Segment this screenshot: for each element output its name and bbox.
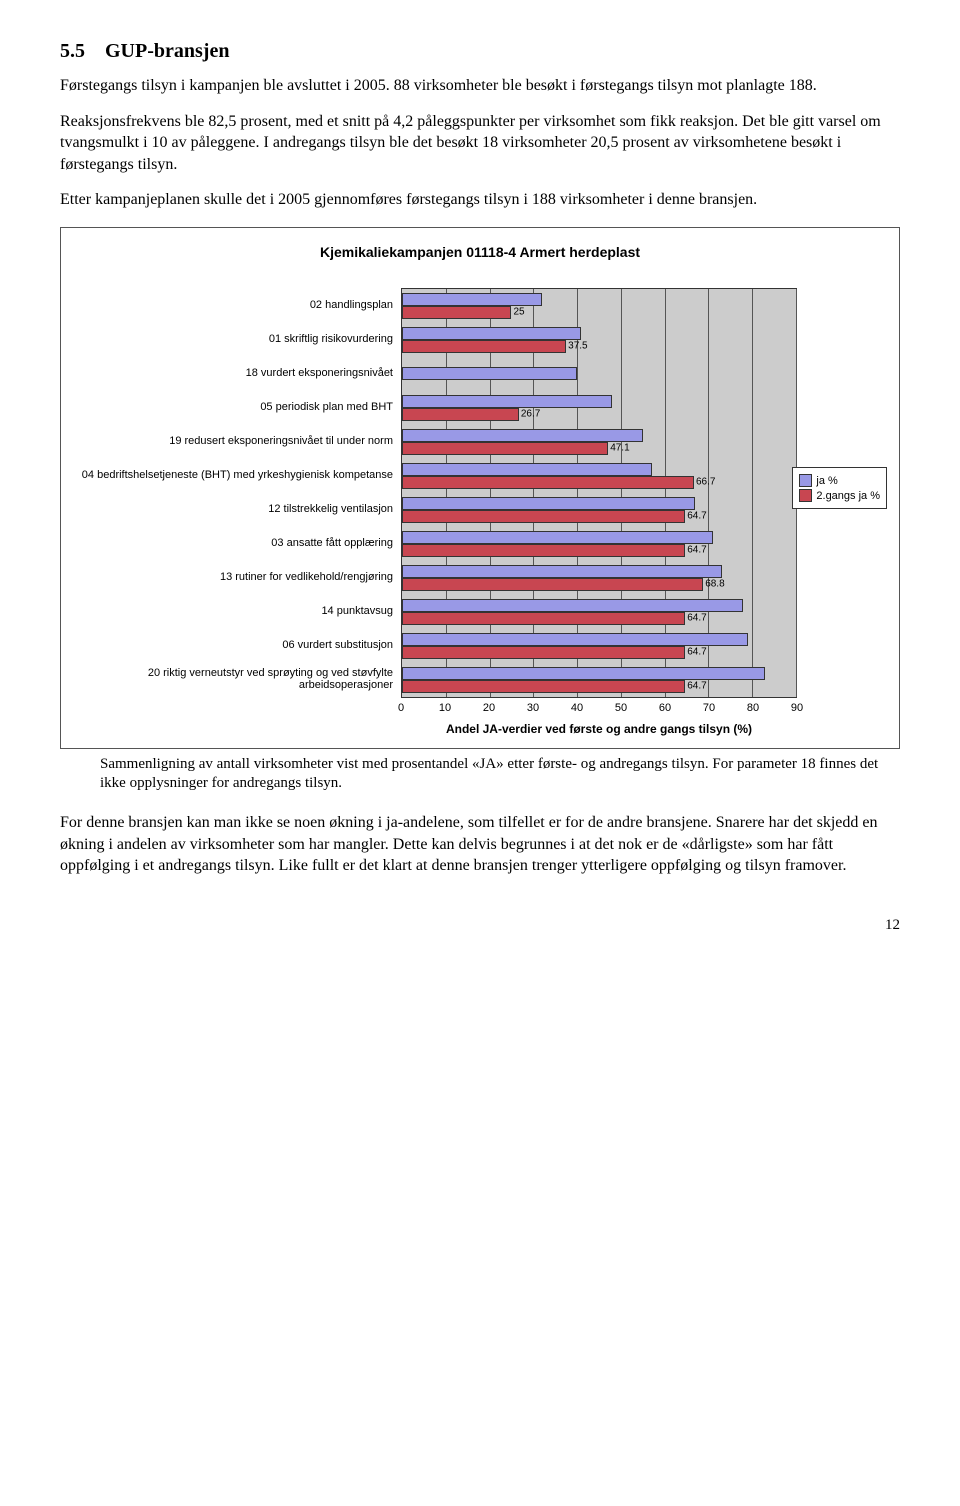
bar-value-label: 64.7 <box>684 545 706 556</box>
bar: 37.5 <box>402 340 566 353</box>
bar <box>402 395 612 408</box>
section-heading: 5.5 GUP-bransjen <box>60 40 900 63</box>
chart-frame: Kjemikaliekampanjen 01118-4 Armert herde… <box>60 227 900 749</box>
bar <box>402 599 743 612</box>
bar: 26.7 <box>402 408 519 421</box>
category-label: 05 periodisk plan med BHT <box>73 390 393 424</box>
bar-value-label: 37.5 <box>565 341 587 352</box>
bar-value-label: 25 <box>510 307 524 318</box>
bar <box>402 463 652 476</box>
bar-row <box>402 360 796 388</box>
section-title: GUP-bransjen <box>105 40 229 62</box>
bar-row: 37.5 <box>402 326 796 354</box>
bar-value-label: 64.7 <box>684 613 706 624</box>
legend-label-ja: ja % <box>816 475 837 487</box>
bar: 64.7 <box>402 646 685 659</box>
category-label: 02 handlingsplan <box>73 288 393 322</box>
category-label: 19 redusert eksponeringsnivået til under… <box>73 424 393 458</box>
bar-value-label: 64.7 <box>684 511 706 522</box>
plot-wrap: 2537.526.747.166.764.764.768.864.764.764… <box>401 288 887 736</box>
x-tick: 40 <box>571 702 583 714</box>
bar-row: 68.8 <box>402 564 796 592</box>
x-tick: 20 <box>483 702 495 714</box>
bar <box>402 667 765 680</box>
bar <box>402 565 722 578</box>
bar-row: 64.7 <box>402 530 796 558</box>
bar: 66.7 <box>402 476 694 489</box>
bar <box>402 367 577 380</box>
bar-value-label: 64.7 <box>684 681 706 692</box>
bar-value-label: 26.7 <box>518 409 540 420</box>
paragraph-4: For denne bransjen kan man ikke se noen … <box>60 812 900 877</box>
bar <box>402 497 695 510</box>
x-tick: 70 <box>703 702 715 714</box>
bar <box>402 531 713 544</box>
bar <box>402 327 581 340</box>
x-tick: 10 <box>439 702 451 714</box>
bar <box>402 633 748 646</box>
bar-row: 64.7 <box>402 496 796 524</box>
bar: 47.1 <box>402 442 608 455</box>
bar: 64.7 <box>402 612 685 625</box>
x-tick: 50 <box>615 702 627 714</box>
bar <box>402 429 643 442</box>
bar-value-label: 47.1 <box>607 443 629 454</box>
bar-value-label: 68.8 <box>702 579 724 590</box>
category-label: 01 skriftlig risikovurdering <box>73 322 393 356</box>
category-label: 14 punktavsug <box>73 594 393 628</box>
x-tick: 0 <box>398 702 404 714</box>
bar: 68.8 <box>402 578 703 591</box>
bar-row: 25 <box>402 292 796 320</box>
category-label: 04 bedriftshelsetjeneste (BHT) med yrkes… <box>73 458 393 492</box>
x-tick: 90 <box>791 702 803 714</box>
chart-body: 02 handlingsplan01 skriftlig risikovurde… <box>73 288 887 736</box>
bar: 64.7 <box>402 680 685 693</box>
chart-title: Kjemikaliekampanjen 01118-4 Armert herde… <box>73 244 887 260</box>
bar-row: 64.7 <box>402 666 796 694</box>
bar: 64.7 <box>402 510 685 523</box>
section-number: 5.5 <box>60 40 85 62</box>
bar-row: 66.7 <box>402 462 796 490</box>
bar: 64.7 <box>402 544 685 557</box>
category-label: 13 rutiner for vedlikehold/rengjøring <box>73 560 393 594</box>
bar-value-label: 66.7 <box>693 477 715 488</box>
chart-caption: Sammenligning av antall virksomheter vis… <box>100 755 900 794</box>
bar-row: 47.1 <box>402 428 796 456</box>
plot-area: 2537.526.747.166.764.764.768.864.764.764… <box>401 288 797 698</box>
bar-row: 64.7 <box>402 632 796 660</box>
category-label: 03 ansatte fått opplæring <box>73 526 393 560</box>
category-label: 20 riktig verneutstyr ved sprøyting og v… <box>73 662 393 696</box>
category-label: 06 vurdert substitusjon <box>73 628 393 662</box>
x-tick: 30 <box>527 702 539 714</box>
legend-label-2g: 2.gangs ja % <box>816 490 880 502</box>
bar-value-label: 64.7 <box>684 647 706 658</box>
x-axis: 0102030405060708090 <box>401 702 797 716</box>
x-axis-title: Andel JA-verdier ved første og andre gan… <box>401 722 797 736</box>
bar-row: 64.7 <box>402 598 796 626</box>
page-number: 12 <box>60 917 900 934</box>
category-label: 12 tilstrekkelig ventilasjon <box>73 492 393 526</box>
bar: 25 <box>402 306 511 319</box>
x-tick: 80 <box>747 702 759 714</box>
legend-item-ja: ja % <box>799 474 880 487</box>
paragraph-1: Førstegangs tilsyn i kampanjen ble avslu… <box>60 75 900 97</box>
legend-swatch-ja <box>799 474 812 487</box>
paragraph-2: Reaksjonsfrekvens ble 82,5 prosent, med … <box>60 111 900 176</box>
category-labels: 02 handlingsplan01 skriftlig risikovurde… <box>73 288 401 696</box>
legend-item-2g: 2.gangs ja % <box>799 489 880 502</box>
legend-swatch-2g <box>799 489 812 502</box>
category-label: 18 vurdert eksponeringsnivået <box>73 356 393 390</box>
x-tick: 60 <box>659 702 671 714</box>
bar <box>402 293 542 306</box>
paragraph-3: Etter kampanjeplanen skulle det i 2005 g… <box>60 189 900 211</box>
legend: ja % 2.gangs ja % <box>792 467 887 509</box>
bar-row: 26.7 <box>402 394 796 422</box>
